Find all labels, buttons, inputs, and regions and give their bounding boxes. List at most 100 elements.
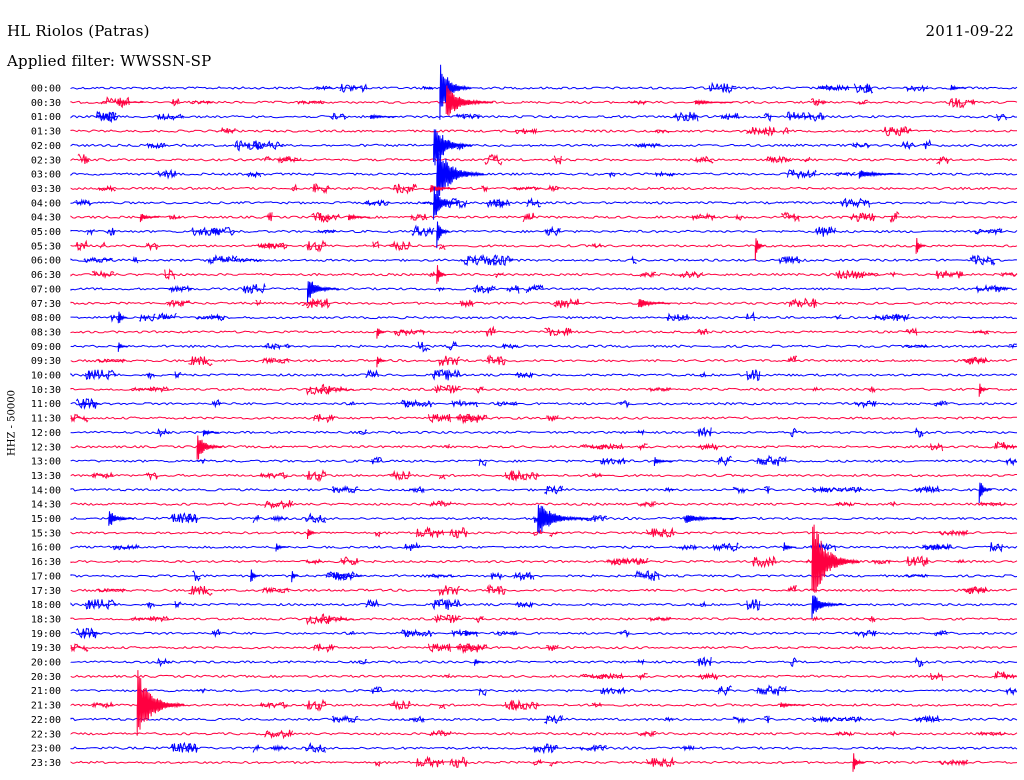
noise-burst — [427, 643, 451, 653]
noise-burst — [139, 313, 156, 322]
noise-burst — [185, 513, 197, 523]
trace-baseline — [70, 444, 1018, 449]
noise-burst — [403, 541, 421, 552]
noise-burst — [807, 112, 825, 122]
row-time-label: 22:30 — [31, 729, 61, 740]
seismic-event — [685, 515, 737, 523]
noise-burst — [75, 198, 92, 207]
noise-burst — [259, 701, 288, 710]
noise-burst — [532, 529, 542, 537]
trace-baseline — [70, 545, 1018, 550]
trace-baseline — [70, 258, 1018, 262]
noise-burst — [462, 644, 474, 651]
noise-burst — [849, 212, 876, 222]
noise-burst — [325, 572, 348, 581]
seismic-event — [196, 435, 223, 460]
noise-burst — [446, 340, 458, 351]
row-time-label: 05:00 — [31, 227, 61, 238]
noise-burst — [1000, 673, 1017, 679]
noise-burst — [440, 729, 452, 737]
noise-burst — [304, 741, 326, 753]
noise-burst — [478, 688, 487, 697]
row-time-label: 04:30 — [31, 213, 61, 224]
noise-burst — [408, 485, 425, 494]
noise-burst — [637, 659, 645, 666]
noise-burst — [475, 386, 484, 394]
trace-baseline — [70, 660, 1018, 664]
noise-burst — [930, 671, 944, 681]
noise-burst — [242, 282, 266, 294]
trace-row — [70, 755, 1018, 768]
noise-burst — [746, 125, 776, 137]
noise-burst — [698, 442, 719, 451]
trace-row — [70, 311, 1018, 323]
seismic-event — [783, 542, 797, 551]
row-time-label: 17:00 — [31, 571, 61, 582]
noise-burst — [901, 140, 916, 150]
noise-burst — [252, 514, 260, 523]
noise-burst — [549, 532, 558, 538]
trace-row — [70, 153, 1018, 166]
noise-burst — [393, 183, 418, 195]
noise-burst — [107, 227, 116, 236]
noise-burst — [619, 400, 630, 409]
noise-burst — [371, 685, 383, 694]
noise-burst — [75, 397, 98, 410]
noise-burst — [1000, 271, 1018, 278]
noise-burst — [699, 370, 707, 378]
noise-burst — [718, 685, 732, 697]
noise-burst — [914, 485, 940, 494]
noise-burst — [313, 643, 336, 653]
seismic-event — [436, 265, 447, 284]
noise-burst — [645, 756, 675, 768]
trace-row — [70, 714, 1018, 725]
trace-row — [70, 354, 1017, 367]
row-time-label: 21:30 — [31, 701, 61, 712]
noise-burst — [253, 140, 284, 151]
trace-row — [70, 569, 1018, 582]
noise-burst — [306, 239, 327, 253]
noise-burst — [906, 84, 929, 93]
noise-burst — [522, 212, 535, 223]
noise-burst — [708, 81, 737, 94]
seismic-event — [250, 569, 260, 582]
noise-burst — [97, 358, 126, 364]
seismic-event — [307, 281, 340, 303]
trace-row — [70, 168, 1018, 180]
seismic-event — [445, 85, 494, 116]
noise-burst — [78, 631, 101, 636]
noise-burst — [156, 112, 184, 121]
noise-burst — [304, 512, 326, 524]
seismic-event — [136, 670, 185, 736]
noise-burst — [319, 615, 343, 623]
trace-baseline — [70, 344, 1018, 349]
noise-burst — [664, 486, 674, 493]
noise-burst — [914, 427, 924, 438]
noise-burst — [455, 113, 480, 120]
noise-burst — [484, 153, 503, 166]
noise-burst — [157, 312, 177, 320]
trace-baseline — [70, 172, 1018, 177]
noise-burst — [486, 254, 498, 266]
noise-burst — [654, 129, 670, 134]
row-time-label: 09:00 — [31, 342, 61, 353]
noise-burst — [852, 272, 879, 277]
noise-burst — [403, 398, 433, 408]
trace-baseline — [70, 114, 1018, 119]
noise-burst — [840, 197, 870, 209]
noise-burst — [619, 629, 630, 639]
noise-burst — [291, 183, 298, 192]
noise-burst — [319, 385, 343, 394]
noise-burst — [935, 270, 964, 279]
noise-burst — [168, 284, 193, 294]
row-time-label: 19:30 — [31, 643, 61, 654]
row-time-label: 14:00 — [31, 485, 61, 496]
noise-burst — [485, 198, 511, 209]
noise-burst — [374, 531, 381, 538]
trace-baseline — [70, 86, 1018, 90]
noise-burst — [358, 429, 367, 435]
noise-burst — [305, 558, 322, 566]
noise-burst — [485, 325, 496, 337]
noise-burst — [696, 328, 709, 335]
trace-baseline — [70, 602, 1018, 607]
